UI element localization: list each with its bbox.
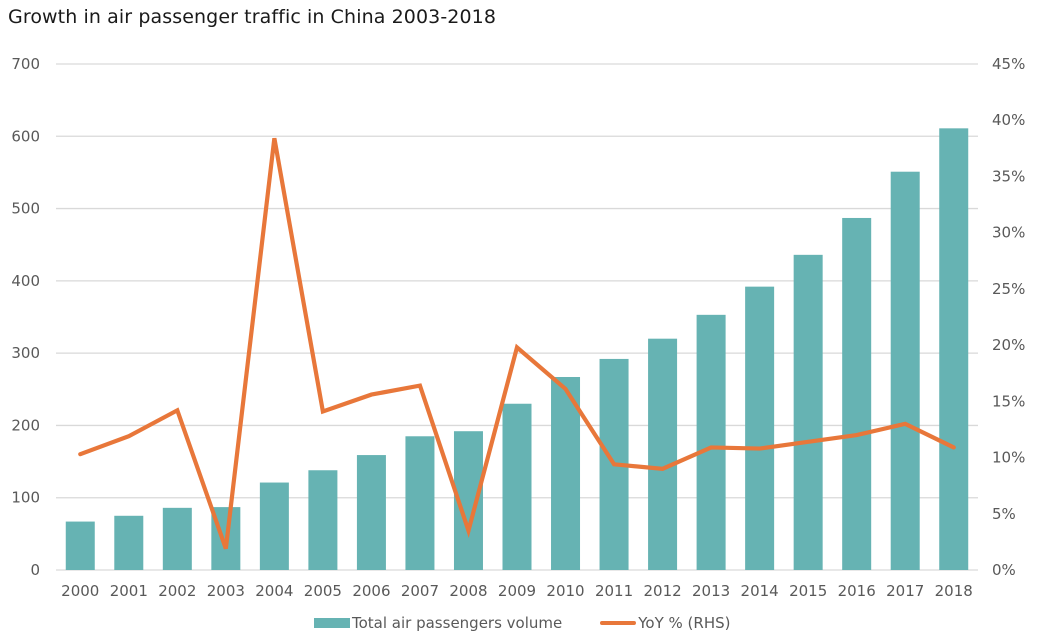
line-series xyxy=(78,137,956,550)
legend-label-yoy: YoY % (RHS) xyxy=(638,614,731,632)
x-tick-label: 2014 xyxy=(741,582,779,600)
x-tick-label: 2015 xyxy=(789,582,827,600)
bar xyxy=(356,455,386,570)
y-tick-label-right: 5% xyxy=(992,505,1016,523)
bar xyxy=(696,314,726,570)
legend-swatch-line xyxy=(600,621,637,625)
x-tick-label: 2010 xyxy=(546,582,584,600)
y-tick-label-right: 10% xyxy=(992,449,1025,467)
x-tick-label: 2003 xyxy=(207,582,245,600)
y-tick-label-left: 200 xyxy=(11,416,40,434)
y-tick-label-left: 600 xyxy=(11,127,40,145)
bar xyxy=(890,171,920,570)
bar xyxy=(502,403,532,570)
bar xyxy=(939,128,969,570)
x-tick-label: 2013 xyxy=(692,582,730,600)
bar-series xyxy=(65,128,969,570)
y-tick-label-right: 40% xyxy=(992,111,1025,129)
bar xyxy=(114,515,144,570)
x-tick-label: 2017 xyxy=(886,582,924,600)
x-tick-label: 2004 xyxy=(255,582,293,600)
x-tick-label: 2012 xyxy=(643,582,681,600)
x-tick-label: 2011 xyxy=(595,582,633,600)
y-axis-left: 0 100 200 300 400 500 600 700 xyxy=(11,55,40,579)
bar xyxy=(648,338,678,570)
x-tick-label: 2007 xyxy=(401,582,439,600)
bar xyxy=(793,254,823,570)
y-tick-label-right: 20% xyxy=(992,336,1025,354)
x-tick-label: 2018 xyxy=(935,582,973,600)
x-tick-label: 2005 xyxy=(304,582,342,600)
bar xyxy=(259,482,289,570)
legend-item-passengers: Total air passengers volume xyxy=(314,614,562,632)
bar xyxy=(162,507,192,570)
bar xyxy=(65,521,95,570)
x-tick-label: 2008 xyxy=(449,582,487,600)
bar xyxy=(405,436,435,570)
y-tick-label-left: 500 xyxy=(11,200,40,218)
y-tick-label-right: 0% xyxy=(992,561,1016,579)
y-tick-label-right: 35% xyxy=(992,167,1025,185)
x-tick-label: 2009 xyxy=(498,582,536,600)
bar xyxy=(745,286,775,570)
y-tick-label-right: 25% xyxy=(992,280,1025,298)
bar xyxy=(551,376,581,570)
legend-label-passengers: Total air passengers volume xyxy=(352,614,563,632)
y-axis-right: 0% 5% 10% 15% 20% 25% 30% 35% 40% 45% xyxy=(992,55,1025,579)
y-tick-label-left: 400 xyxy=(11,272,40,290)
bar xyxy=(308,470,338,570)
x-tick-label: 2002 xyxy=(158,582,196,600)
y-tick-label-right: 30% xyxy=(992,224,1025,242)
y-tick-label-left: 100 xyxy=(11,489,40,507)
chart-title: Growth in air passenger traffic in China… xyxy=(8,6,497,28)
x-tick-label: 2006 xyxy=(352,582,390,600)
y-tick-label-right: 15% xyxy=(992,392,1025,410)
legend-item-yoy: YoY % (RHS) xyxy=(600,614,730,632)
x-tick-label: 2001 xyxy=(110,582,148,600)
legend: Total air passengers volume YoY % (RHS) xyxy=(314,614,768,632)
y-tick-label-left: 700 xyxy=(11,55,40,73)
y-tick-label-right: 45% xyxy=(992,55,1025,73)
bar xyxy=(842,217,872,570)
x-axis: 2000 2001 2002 2003 2004 2005 2006 2007 2008 2009… xyxy=(61,582,973,600)
x-tick-label: 2016 xyxy=(838,582,876,600)
x-tick-label: 2000 xyxy=(61,582,99,600)
y-tick-label-left: 0 xyxy=(30,561,40,579)
y-tick-label-left: 300 xyxy=(11,344,40,362)
legend-swatch-bar xyxy=(314,618,350,628)
